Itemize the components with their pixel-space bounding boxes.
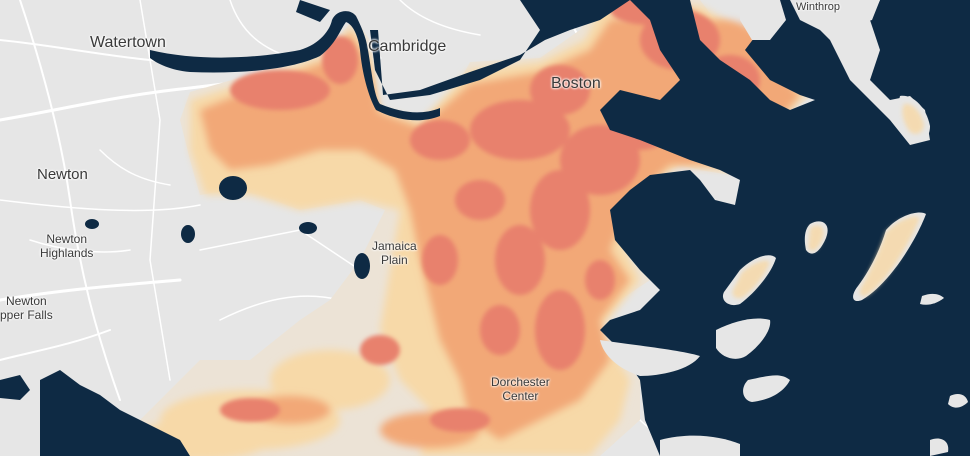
label-jamaica-plain: Jamaica Plain — [372, 239, 417, 268]
label-cambridge: Cambridge — [368, 38, 447, 55]
label-watertown: Watertown — [90, 34, 166, 51]
label-dorchester-center-line1: Dorchester — [491, 375, 550, 389]
label-newton-upper-falls-line1: Newton — [6, 294, 47, 308]
label-dorchester-center: Dorchester Center — [491, 375, 550, 404]
label-newton-upper-falls: Newton pper Falls — [0, 294, 53, 323]
label-winthrop: Winthrop — [796, 1, 841, 13]
label-newton-highlands-line2: Highlands — [40, 246, 94, 261]
label-jamaica-plain-line2: Plain — [381, 253, 408, 268]
island-heat-tint — [732, 103, 924, 299]
label-dorchester-center-line2: Center — [502, 389, 539, 404]
label-newton-highlands-line1: Newton — [46, 232, 88, 246]
label-newton: Newton — [37, 166, 88, 183]
label-boston: Boston — [551, 75, 601, 92]
label-newton-highlands: Newton Highlands — [40, 232, 93, 261]
label-newton-upper-falls-line2: pper Falls — [0, 308, 53, 323]
heat-layer-high — [220, 0, 760, 432]
label-jamaica-plain-line1: Jamaica — [372, 239, 417, 253]
